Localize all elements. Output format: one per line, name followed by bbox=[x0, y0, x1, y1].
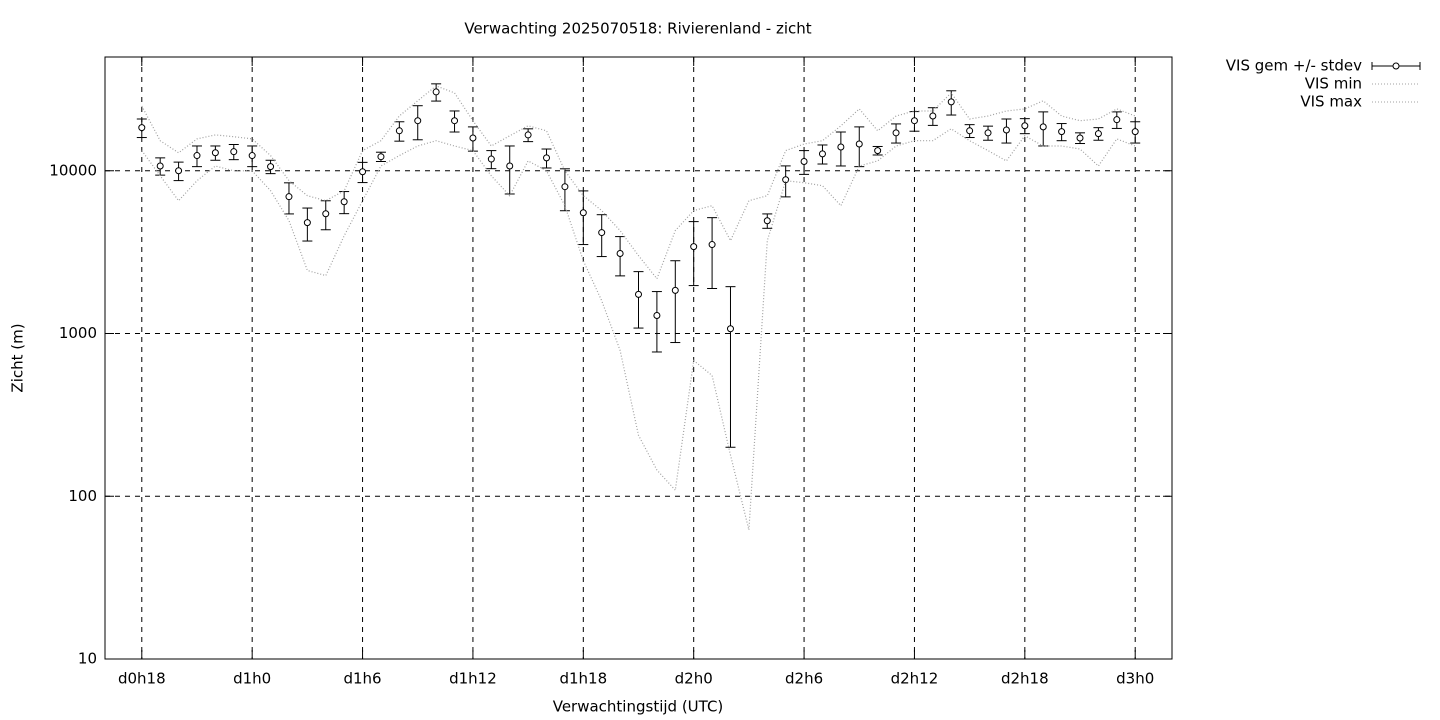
data-point bbox=[414, 117, 422, 125]
data-point bbox=[1002, 126, 1010, 134]
plot-frame bbox=[104, 56, 1173, 660]
data-point bbox=[487, 155, 495, 163]
data-point bbox=[1131, 128, 1139, 136]
data-point bbox=[947, 98, 955, 106]
data-point bbox=[193, 152, 201, 160]
data-point bbox=[377, 153, 385, 161]
data-point bbox=[138, 124, 146, 132]
data-point bbox=[708, 241, 716, 249]
data-point bbox=[524, 131, 532, 139]
x-tick-label: d1h12 bbox=[449, 670, 497, 688]
data-point bbox=[285, 193, 293, 201]
data-point bbox=[561, 183, 569, 191]
error-bar bbox=[725, 286, 736, 448]
legend-label: VIS gem +/- stdev bbox=[1226, 57, 1362, 75]
error-bar bbox=[651, 291, 662, 353]
data-point bbox=[800, 157, 808, 165]
data-point bbox=[874, 147, 882, 155]
x-tick-label: d0h18 bbox=[118, 670, 166, 688]
data-point bbox=[726, 325, 734, 333]
x-axis-label: Verwachtingstijd (UTC) bbox=[553, 698, 724, 716]
data-point bbox=[340, 198, 348, 206]
data-point bbox=[1076, 134, 1084, 142]
data-line bbox=[141, 128, 1136, 531]
data-point bbox=[267, 163, 275, 171]
data-point bbox=[1113, 116, 1121, 124]
data-point bbox=[451, 117, 459, 125]
data-point bbox=[175, 167, 183, 175]
data-point bbox=[156, 162, 164, 170]
data-point bbox=[966, 127, 974, 135]
error-bar bbox=[670, 260, 681, 344]
data-point bbox=[818, 150, 826, 158]
data-line bbox=[141, 85, 1136, 280]
data-point bbox=[359, 168, 367, 176]
legend-label: VIS min bbox=[1305, 75, 1362, 93]
data-point bbox=[671, 286, 679, 294]
y-tick-label: 10000 bbox=[49, 161, 97, 179]
data-point bbox=[1058, 128, 1066, 136]
data-point bbox=[929, 112, 937, 120]
data-point bbox=[1094, 130, 1102, 138]
data-point bbox=[579, 209, 587, 217]
data-point bbox=[432, 88, 440, 96]
data-point bbox=[653, 312, 661, 320]
data-point bbox=[543, 154, 551, 162]
legend-label: VIS max bbox=[1300, 93, 1362, 111]
data-point bbox=[837, 143, 845, 151]
x-tick-label: d1h0 bbox=[233, 670, 271, 688]
data-point bbox=[855, 140, 863, 148]
data-point bbox=[303, 219, 311, 227]
data-point bbox=[598, 229, 606, 237]
x-tick-label: d2h0 bbox=[675, 670, 713, 688]
data-point bbox=[322, 210, 330, 218]
x-tick-label: d2h18 bbox=[1001, 670, 1049, 688]
x-tick-label: d2h6 bbox=[785, 670, 823, 688]
y-tick-label: 1000 bbox=[59, 324, 97, 342]
y-tick-label: 100 bbox=[68, 487, 97, 505]
data-point bbox=[506, 162, 514, 170]
data-point bbox=[1039, 123, 1047, 131]
error-bar bbox=[688, 221, 699, 287]
data-point bbox=[984, 129, 992, 137]
error-bar bbox=[633, 271, 644, 329]
x-tick-label: d2h12 bbox=[891, 670, 939, 688]
x-tick-label: d1h18 bbox=[559, 670, 607, 688]
data-point bbox=[782, 176, 790, 184]
x-tick-label: d3h0 bbox=[1116, 670, 1154, 688]
data-point bbox=[892, 129, 900, 137]
x-tick-label: d1h6 bbox=[343, 670, 381, 688]
y-tick-label: 10 bbox=[78, 650, 97, 668]
data-point bbox=[910, 117, 918, 125]
data-point bbox=[211, 149, 219, 157]
data-point bbox=[230, 148, 238, 156]
data-point bbox=[616, 250, 624, 258]
error-bar bbox=[707, 217, 718, 290]
chart-title: Verwachting 2025070518: Rivierenland - z… bbox=[464, 20, 811, 38]
data-point bbox=[395, 127, 403, 135]
error-bar bbox=[578, 190, 589, 246]
data-point bbox=[248, 152, 256, 160]
data-point bbox=[763, 217, 771, 225]
data-point bbox=[1021, 122, 1029, 130]
data-point bbox=[690, 243, 698, 251]
data-point bbox=[635, 290, 642, 298]
data-point bbox=[469, 134, 477, 142]
y-axis-label: Zicht (m) bbox=[9, 323, 27, 392]
legend-swatch bbox=[1392, 62, 1400, 70]
error-bar bbox=[504, 145, 515, 195]
